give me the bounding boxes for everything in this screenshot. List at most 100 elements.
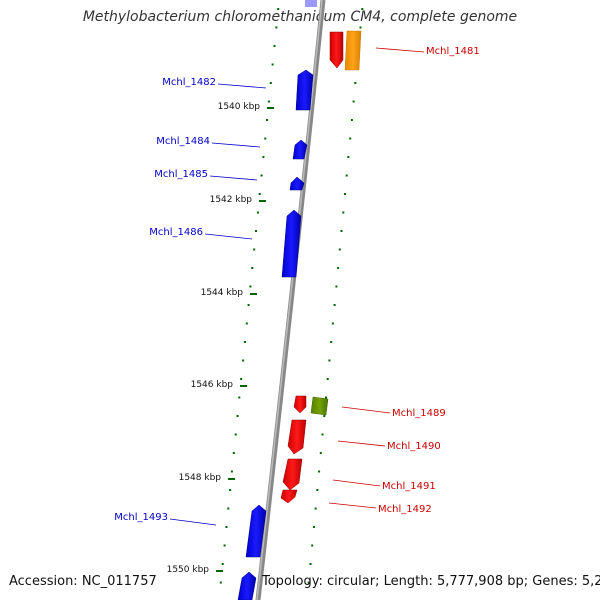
gene-label-mchl-1489[interactable]: Mchl_1489 (392, 408, 446, 419)
right-tick-dot-1 (359, 26, 362, 29)
scale-tick-mark-1544 (250, 293, 257, 295)
right-tick-dot-6 (350, 119, 353, 121)
left-tick-dot-2 (273, 45, 276, 47)
right-tick-dot-27 (314, 507, 317, 510)
right-tick-dot-20 (326, 378, 329, 380)
left-tick-dot-19 (242, 359, 245, 362)
gene-labels: Mchl_1481 Mchl_1482 Mchl_1484 Mchl_1485 … (114, 46, 480, 526)
topology-label: Topology: circular; Length: 5,777,908 bp… (262, 574, 600, 589)
gene-mchl-1493[interactable] (245, 504, 267, 558)
gene-label-mchl-1482[interactable]: Mchl_1482 (162, 77, 216, 88)
right-tick-dot-11 (342, 211, 345, 214)
gene-mchl-1490[interactable] (287, 419, 307, 455)
scale-tick-mark-1550 (216, 570, 223, 572)
scale-tick-mark-1546 (240, 385, 247, 387)
gene-label-mchl-1484[interactable]: Mchl_1484 (156, 136, 210, 147)
accession-label: Accession: NC_011757 (9, 574, 157, 589)
gene-label-mchl-1481[interactable]: Mchl_1481 (426, 46, 480, 57)
gene-mchl-1482[interactable] (295, 69, 314, 111)
left-tick-dot-22 (236, 415, 239, 417)
left-tick-dot-4 (269, 82, 272, 84)
gene-mchl-1489-olive[interactable] (310, 396, 329, 416)
left-tick-dot-21 (238, 396, 241, 399)
left-tick-dot-18 (243, 341, 246, 343)
right-tick-dot-21 (325, 396, 327, 399)
map-title: Methylobacterium chloromethanicum CM4, c… (82, 9, 518, 25)
left-tick-dot-15 (249, 285, 252, 288)
left-tick-dot-27 (227, 507, 230, 510)
left-tick-dot-26 (229, 489, 232, 491)
left-tick-dot-8 (262, 156, 265, 158)
gene-mchl-1481-orange[interactable] (344, 30, 362, 71)
right-tick-dot-25 (318, 470, 321, 473)
left-tick-dots (219, 8, 280, 584)
right-tick-dot-7 (349, 137, 352, 140)
left-tick-dot-30 (221, 563, 224, 565)
right-tick-dot-31 (307, 581, 310, 584)
right-tick-dot-16 (333, 304, 336, 306)
gene-mchl-1485[interactable] (289, 176, 305, 191)
right-tick-dot-4 (354, 82, 357, 84)
gene-label-mchl-1490[interactable]: Mchl_1490 (387, 441, 441, 452)
gene-label-mchl-1492[interactable]: Mchl_1492 (378, 504, 432, 515)
left-tick-dot-10 (258, 193, 261, 195)
gene-label-mchl-1493[interactable]: Mchl_1493 (114, 512, 168, 523)
right-tick-dot-8 (347, 156, 350, 158)
right-tick-dot-10 (344, 193, 346, 195)
right-tick-dots (307, 8, 364, 584)
scale-label-1540: 1540 kbp (218, 102, 261, 112)
left-tick-dot-11 (256, 211, 259, 214)
right-tick-dot-30 (309, 563, 312, 565)
gene-label-mchl-1491[interactable]: Mchl_1491 (382, 481, 436, 492)
partial-gene-top (305, 0, 317, 7)
left-tick-dot-12 (255, 230, 257, 232)
right-tick-dot-23 (321, 433, 324, 436)
right-tick-dot-9 (345, 174, 348, 177)
scale-label-1544: 1544 kbp (201, 288, 244, 298)
scale-labels: 1540 kbp 1542 kbp 1544 kbp 1546 kbp 1548… (167, 102, 274, 575)
left-tick-dot-28 (225, 526, 228, 528)
right-tick-dot-18 (330, 341, 333, 343)
right-tick-dot-26 (316, 489, 319, 491)
left-tick-dot-25 (230, 470, 233, 473)
left-tick-dot-5 (267, 100, 270, 103)
gene-mchl-1489-red[interactable] (293, 395, 307, 414)
left-tick-dot-1 (275, 26, 278, 29)
gene-partial-bottom[interactable] (237, 571, 257, 600)
left-tick-dot-9 (260, 174, 263, 177)
right-tick-dot-14 (337, 267, 340, 269)
right-tick-dot-29 (311, 544, 314, 547)
left-tick-dot-7 (264, 137, 267, 140)
left-tick-dot-14 (251, 267, 254, 269)
scale-label-1546: 1546 kbp (191, 380, 234, 390)
right-tick-dot-15 (335, 285, 338, 288)
left-tick-dot-29 (223, 544, 226, 547)
left-tick-dot-23 (234, 433, 237, 436)
gene-label-mchl-1486[interactable]: Mchl_1486 (149, 227, 203, 238)
gene-mchl-1492[interactable] (280, 489, 298, 504)
scale-tick-mark-1540 (267, 107, 274, 109)
gene-label-mchl-1485[interactable]: Mchl_1485 (154, 169, 208, 180)
right-tick-dot-13 (338, 248, 341, 251)
left-tick-dot-24 (232, 452, 235, 454)
left-tick-dot-31 (219, 581, 222, 584)
right-tick-dot-24 (319, 452, 322, 454)
left-tick-dot-0 (277, 8, 280, 10)
right-tick-dot-19 (328, 359, 331, 362)
gene-mchl-1486[interactable] (281, 209, 302, 278)
gene-mchl-1481-red[interactable] (329, 31, 344, 69)
scale-tick-mark-1548 (228, 478, 235, 480)
left-tick-dot-17 (245, 322, 248, 325)
left-tick-dot-6 (266, 119, 269, 121)
right-tick-dot-5 (352, 100, 355, 103)
gene-mchl-1491[interactable] (282, 458, 303, 491)
scale-label-1550: 1550 kbp (167, 565, 210, 575)
left-tick-dot-20 (240, 378, 243, 380)
gene-mchl-1484[interactable] (292, 139, 308, 160)
right-tick-dot-0 (361, 8, 364, 10)
scale-tick-mark-1542 (259, 200, 266, 202)
genome-backbone-highlight (256, 0, 323, 600)
right-tick-dot-12 (340, 230, 343, 232)
right-tick-dot-17 (331, 322, 334, 325)
